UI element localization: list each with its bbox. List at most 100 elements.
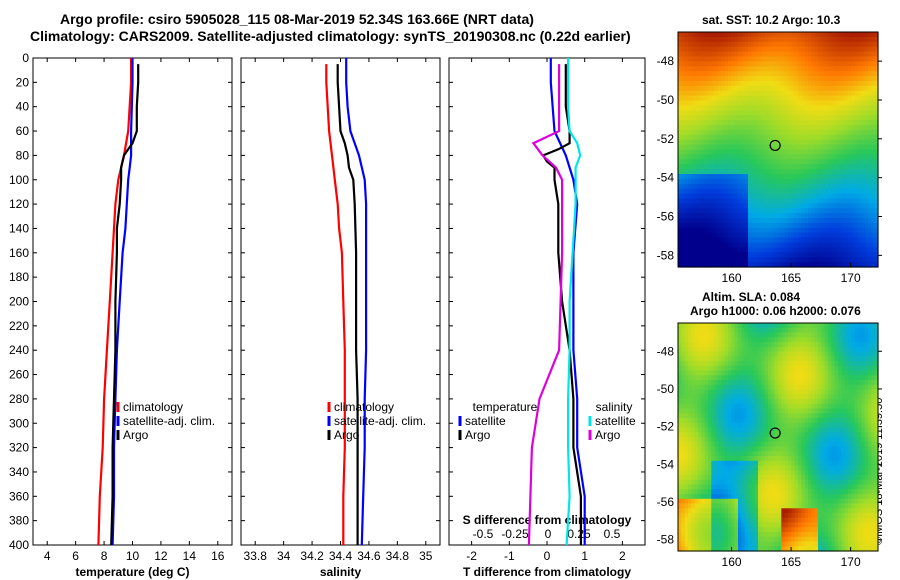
map-cell [751,139,756,146]
map-cell [801,218,806,224]
map-cell [764,36,769,43]
map-cell [781,227,786,234]
map-cell [761,159,766,165]
map-cell [798,218,802,224]
map-cell [841,188,846,195]
map-cell [808,365,812,372]
map-cell [698,247,702,253]
map-cell [874,159,879,165]
map-cell [731,356,736,362]
map-cell [688,100,692,106]
map-cell [851,380,856,386]
map-cell [848,460,852,467]
map-cell [801,384,806,391]
map-cell [864,213,869,219]
map-cell [721,105,726,111]
map-cell [744,85,749,92]
map-cell [738,361,742,367]
map-cell [764,351,769,357]
map-cell [841,389,846,395]
map-cell [701,100,706,106]
map-cell [684,460,689,467]
map-cell [874,375,879,381]
map-cell [868,237,872,244]
map-cell [694,183,699,190]
map-cell [834,183,839,190]
map-cell [731,129,736,136]
map-cell [818,394,822,400]
map-cell [778,346,782,353]
map-cell [794,188,799,195]
map-cell [804,351,809,357]
map-cell [864,32,869,38]
map-cell [844,389,849,395]
map-cell [678,446,682,452]
map-cell [724,227,729,234]
map-cell [841,129,846,136]
map-cell [751,327,756,334]
map-cell [724,370,729,376]
map-cell [688,441,692,448]
map-cell [821,323,826,329]
map-cell [854,36,859,43]
map-cell [844,399,849,405]
map-cell [698,46,702,53]
map-cell [721,85,726,92]
map-cell [764,337,769,343]
map-cell [828,193,832,200]
map-cell [691,169,696,175]
map-cell [738,237,742,244]
map-cell [824,32,829,38]
map-cell [794,342,799,348]
map-cell [851,356,856,362]
map-cell [834,432,839,438]
map-cell [708,422,712,429]
map-cell [751,169,756,175]
map-cell [808,327,812,334]
map-cell [788,110,792,116]
map-cell [764,51,769,58]
map-cell [778,154,782,160]
map-cell [728,198,732,204]
map-cell [818,365,822,372]
map-cell [841,403,846,410]
map-cell [728,451,732,457]
map-cell [864,46,869,53]
map-cell [871,193,876,200]
map-cell [828,361,832,367]
map-cell [684,164,689,170]
map-cell [721,134,726,141]
map-cell [771,46,776,53]
map-cell [678,451,682,457]
map-cell [754,110,759,116]
map-cell [768,465,772,471]
map-cell [854,257,859,263]
map-cell [748,232,752,239]
map-cell [864,262,869,268]
map-cell [804,139,809,146]
map-cell [781,237,786,244]
map-cell [688,81,692,87]
map-cell [774,188,779,195]
map-cell [708,218,712,224]
map-cell [828,237,832,244]
map-cell [771,134,776,141]
map-cell [868,120,872,126]
map-cell [788,456,792,462]
map-cell [678,370,682,376]
map-cell [871,422,876,429]
map-cell [744,432,749,438]
map-cell [831,232,836,239]
map-cell [774,115,779,121]
map-cell [744,36,749,43]
map-cell [684,178,689,185]
map-cell [701,90,706,97]
map-cell [858,178,862,185]
map-cell [724,51,729,58]
map-cell [748,380,752,386]
map-cell [678,203,682,209]
map-cell [818,188,822,195]
map-cell [748,208,752,214]
map-cell [694,110,699,116]
map-cell [708,203,712,209]
